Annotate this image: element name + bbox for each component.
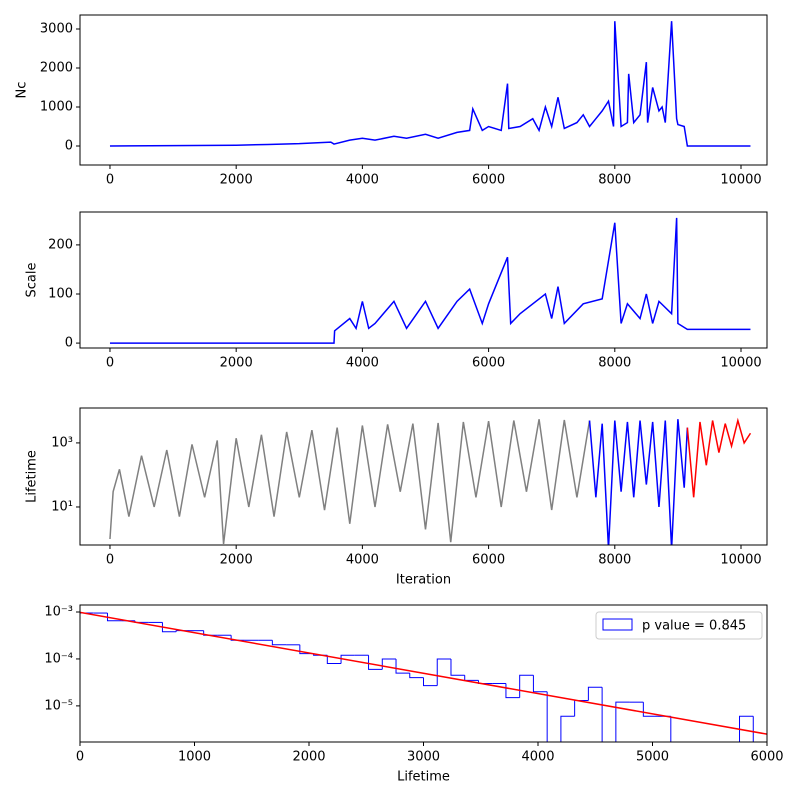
x-tick-label: 6000 (472, 553, 505, 568)
y-tick-label: 10³ (51, 435, 73, 450)
axes: 0 2000 4000 6000 8000 10000 10¹ 10³ Lifetime Iter… (25, 407, 768, 588)
hist-bin (546, 691, 548, 742)
x-tick-label: 0 (106, 553, 114, 568)
plot-area (80, 611, 767, 742)
hist-bin (395, 658, 410, 674)
hist-bin (106, 613, 122, 622)
y-axis-label: Nc (15, 82, 30, 99)
x-tick-label: 0 (106, 173, 114, 188)
legend-label: p value = 0.845 (642, 619, 746, 634)
legend: p value = 0.845 (595, 611, 763, 640)
x-tick-label: 6000 (750, 750, 783, 765)
hist-bin (519, 674, 534, 698)
hist-bin (615, 701, 630, 742)
x-tick-label: 0 (106, 356, 114, 371)
hist-bin (409, 673, 424, 679)
y-axis-label: Lifetime (25, 450, 40, 503)
x-tick-label: 4000 (521, 750, 554, 765)
hist-bin (642, 702, 658, 717)
hist-bin (560, 715, 575, 742)
axes-frame (79, 407, 768, 546)
hist-bin (80, 612, 94, 742)
axes-frame (79, 14, 768, 166)
y-tick-label: 1000 (40, 100, 73, 115)
hist-bin (436, 658, 451, 686)
hist-bin (601, 687, 603, 742)
hist-bin (670, 716, 672, 742)
x-tick-label: 10000 (720, 356, 761, 371)
x-tick-label: 2000 (220, 173, 253, 188)
data-line (109, 217, 751, 344)
x-tick-label: 3000 (407, 750, 440, 765)
legend-swatch (602, 618, 633, 631)
hist-bin (368, 655, 383, 670)
x-axis-label: Lifetime (397, 770, 450, 785)
hist-bin (340, 654, 355, 664)
hist-bin (587, 686, 603, 701)
data-line (588, 419, 689, 545)
hist-bin (423, 677, 438, 687)
x-tick-label: 8000 (598, 553, 631, 568)
hist-bin (752, 716, 754, 742)
x-tick-label: 10000 (720, 173, 761, 188)
data-line (686, 417, 752, 498)
hist-bin (574, 700, 589, 717)
hist-bin (464, 675, 479, 681)
x-tick-label: 4000 (346, 553, 379, 568)
y-tick-label: 0 (65, 336, 73, 351)
x-tick-label: 6000 (472, 173, 505, 188)
y-tick-label: 3000 (40, 22, 73, 37)
plot-area (109, 21, 751, 147)
x-axis-label: Iteration (396, 573, 451, 588)
fit-line (80, 611, 767, 735)
plot-area (109, 217, 751, 344)
hist-bin (326, 655, 342, 664)
hist-bin (532, 675, 548, 693)
y-tick-label: 10⁻⁵ (44, 698, 73, 713)
x-tick-label: 10000 (720, 553, 761, 568)
hist-bin (739, 715, 754, 742)
y-tick-label: 2000 (40, 61, 73, 76)
x-tick-label: 6000 (472, 356, 505, 371)
y-tick-label: 10¹ (51, 499, 73, 514)
axes: p value = 0.845 0 1000 2000 3000 4000 5000 6000… (44, 604, 784, 785)
x-tick-label: 8000 (598, 356, 631, 371)
axes-frame (79, 211, 768, 349)
data-line (109, 419, 591, 545)
y-tick-label: 0 (65, 139, 73, 154)
hist-bin (161, 622, 177, 633)
y-axis-label: Scale (25, 263, 40, 298)
y-tick-label: 10⁻⁴ (44, 651, 73, 666)
hist-bin (450, 658, 465, 676)
x-tick-label: 1000 (178, 750, 211, 765)
x-tick-label: 0 (76, 750, 84, 765)
y-tick-label: 100 (48, 286, 73, 301)
axes: 0 2000 4000 6000 8000 10000 0 1000 2000 3000 Nc (15, 14, 768, 188)
axes: 0 2000 4000 6000 8000 10000 0 100 200 Scale (25, 211, 768, 371)
x-tick-label: 5000 (636, 750, 669, 765)
y-tick-label: 200 (48, 237, 73, 252)
x-tick-label: 2000 (220, 553, 253, 568)
data-line (109, 21, 751, 147)
x-tick-label: 4000 (346, 356, 379, 371)
y-tick-label: 10⁻³ (44, 605, 73, 620)
legend-box (595, 611, 763, 640)
x-tick-label: 2000 (220, 356, 253, 371)
x-tick-label: 2000 (292, 750, 325, 765)
hist-bin (271, 640, 287, 646)
x-tick-label: 4000 (346, 173, 379, 188)
plot-area (109, 417, 752, 545)
x-tick-label: 8000 (598, 173, 631, 188)
